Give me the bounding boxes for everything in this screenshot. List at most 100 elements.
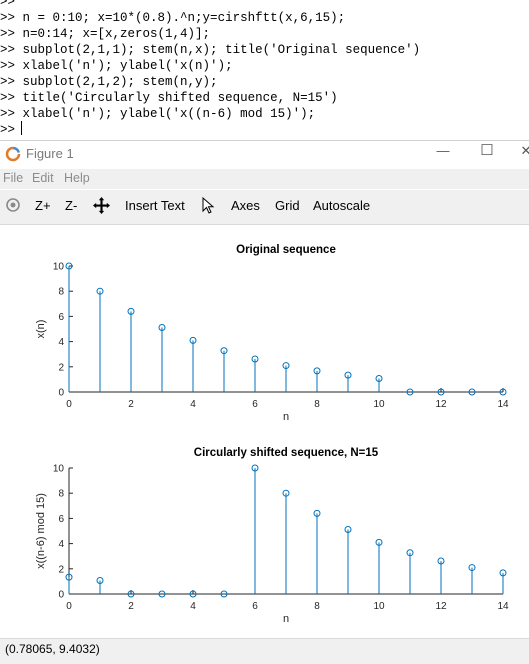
y-tick-label: 10 [53, 464, 65, 475]
y-tick-label: 2 [58, 362, 64, 373]
console-prompt-top: >> [0, 0, 16, 9]
maximize-button[interactable]: ☐ [480, 142, 494, 159]
x-tick-label: 14 [497, 601, 509, 612]
stem-marker [499, 569, 507, 577]
stem-marker [499, 388, 507, 396]
console-line-text: subplot(2,1,2); stem(n,y); [22, 75, 218, 89]
stem-marker [313, 509, 321, 517]
console-line-text: xlabel('n'); ylabel('x((n-6) mod 15)'); [22, 107, 316, 121]
y-tick-label: 8 [58, 489, 64, 500]
stem-marker [282, 362, 290, 370]
close-button[interactable]: ✕ [520, 143, 529, 158]
chart-title: Original sequence [236, 244, 336, 256]
y-tick-label: 4 [58, 539, 64, 550]
select-arrow-icon[interactable] [202, 197, 215, 214]
y-tick-label: 0 [58, 388, 64, 399]
x-tick-label: 10 [373, 601, 385, 612]
console-line-text: subplot(2,1,1); stem(n,x); title('Origin… [22, 43, 421, 57]
text-cursor [21, 121, 22, 135]
rotate-icon[interactable] [5, 197, 21, 213]
x-tick-label: 6 [252, 399, 258, 410]
axes-button[interactable]: Axes [231, 198, 260, 213]
stem-marker [189, 590, 197, 598]
y-tick-label: 8 [58, 287, 64, 298]
insert-text-button[interactable]: Insert Text [125, 198, 185, 213]
console-prompt: >> [0, 75, 16, 89]
menu-help[interactable]: Help [64, 171, 90, 185]
y-tick-label: 6 [58, 312, 64, 323]
stem-marker [158, 590, 166, 598]
zoom-in-button[interactable]: Z+ [35, 198, 51, 213]
menu-file[interactable]: File [3, 171, 24, 185]
stem-marker [96, 576, 104, 584]
y-axis-label: x(n) [35, 320, 47, 339]
x-tick-label: 14 [497, 399, 509, 410]
x-tick-label: 0 [66, 601, 72, 612]
console-input-line[interactable]: >> [0, 122, 15, 138]
console-line: >> n=0:14; x=[x,zeros(1,4)]; [0, 26, 210, 42]
stem-marker [313, 367, 321, 375]
figure-title: Figure 1 [26, 146, 74, 161]
stem-marker [65, 262, 73, 270]
console-line: >> n = 0:10; x=10*(0.8).^n;y=cirshftt(x,… [0, 10, 345, 26]
console-line: >> subplot(2,1,1); stem(n,x); title('Ori… [0, 42, 420, 58]
status-bar [0, 638, 529, 664]
x-tick-label: 4 [190, 601, 196, 612]
console-prompt: >> [0, 27, 16, 41]
console-line: >> xlabel('n'); ylabel('x((n-6) mod 15)'… [0, 106, 315, 122]
cursor-coordinates: (0.78065, 9.4032) [5, 642, 100, 656]
pan-icon[interactable] [93, 197, 110, 214]
console-prompt: >> [0, 11, 16, 25]
y-tick-label: 0 [58, 590, 64, 601]
stem-marker [251, 355, 259, 363]
figure-canvas[interactable]: Original sequence 0 2 4 6 8 10 12 14 0 2 4 6 8 10 n x(n)… [0, 225, 529, 638]
console-prompt: >> [0, 43, 16, 57]
stem-marker [189, 336, 197, 344]
menu-bar [0, 169, 529, 189]
console-line-text: n = 0:10; x=10*(0.8).^n;y=cirshftt(x,6,1… [22, 11, 346, 25]
console-prompt: >> [0, 91, 16, 105]
stem-marker [127, 307, 135, 315]
x-axis-label: n [283, 613, 289, 625]
plots-svg: Original sequence 0 2 4 6 8 10 12 14 0 2 4 6 8 10 n x(n)… [35, 244, 509, 625]
figure-toolbar [0, 190, 529, 225]
menu-edit[interactable]: Edit [32, 171, 54, 185]
y-tick-label: 2 [58, 564, 64, 575]
console-line: >> title('Circularly shifted sequence, N… [0, 90, 338, 106]
stem-marker [375, 374, 383, 382]
stem-marker [468, 564, 476, 572]
stem-marker [65, 573, 73, 581]
chart-title: Circularly shifted sequence, N=15 [194, 447, 379, 459]
x-tick-label: 10 [373, 399, 385, 410]
stem-marker [127, 590, 135, 598]
stem-marker [251, 464, 259, 472]
stem-marker [344, 371, 352, 379]
stem-marker [220, 347, 228, 355]
command-window[interactable]: >> >> n = 0:10; x=10*(0.8).^n;y=cirshftt… [0, 0, 529, 140]
stem-marker [375, 538, 383, 546]
stem-marker [406, 388, 414, 396]
console-prompt: >> [0, 107, 16, 121]
x-tick-label: 8 [314, 601, 320, 612]
console-line: >> subplot(2,1,2); stem(n,y); [0, 74, 218, 90]
grid-button[interactable]: Grid [275, 198, 300, 213]
stem-marker [158, 323, 166, 331]
x-tick-label: 8 [314, 399, 320, 410]
y-tick-label: 6 [58, 514, 64, 525]
figure-titlebar[interactable] [0, 140, 529, 169]
stem-marker [96, 287, 104, 295]
y-tick-label: 4 [58, 337, 64, 348]
x-tick-label: 0 [66, 399, 72, 410]
y-tick-label: 10 [53, 262, 65, 273]
minimize-button[interactable]: — [436, 143, 450, 158]
x-tick-label: 6 [252, 601, 258, 612]
zoom-out-button[interactable]: Z- [65, 198, 78, 213]
x-tick-label: 4 [190, 399, 196, 410]
console-line-text: title('Circularly shifted sequence, N=15… [22, 91, 338, 105]
autoscale-button[interactable]: Autoscale [313, 198, 371, 213]
x-axis-label: n [283, 411, 289, 423]
console-line-text: xlabel('n'); ylabel('x(n)'); [22, 59, 233, 73]
stem-marker [468, 388, 476, 396]
x-tick-label: 2 [128, 601, 134, 612]
stem-marker [406, 549, 414, 557]
